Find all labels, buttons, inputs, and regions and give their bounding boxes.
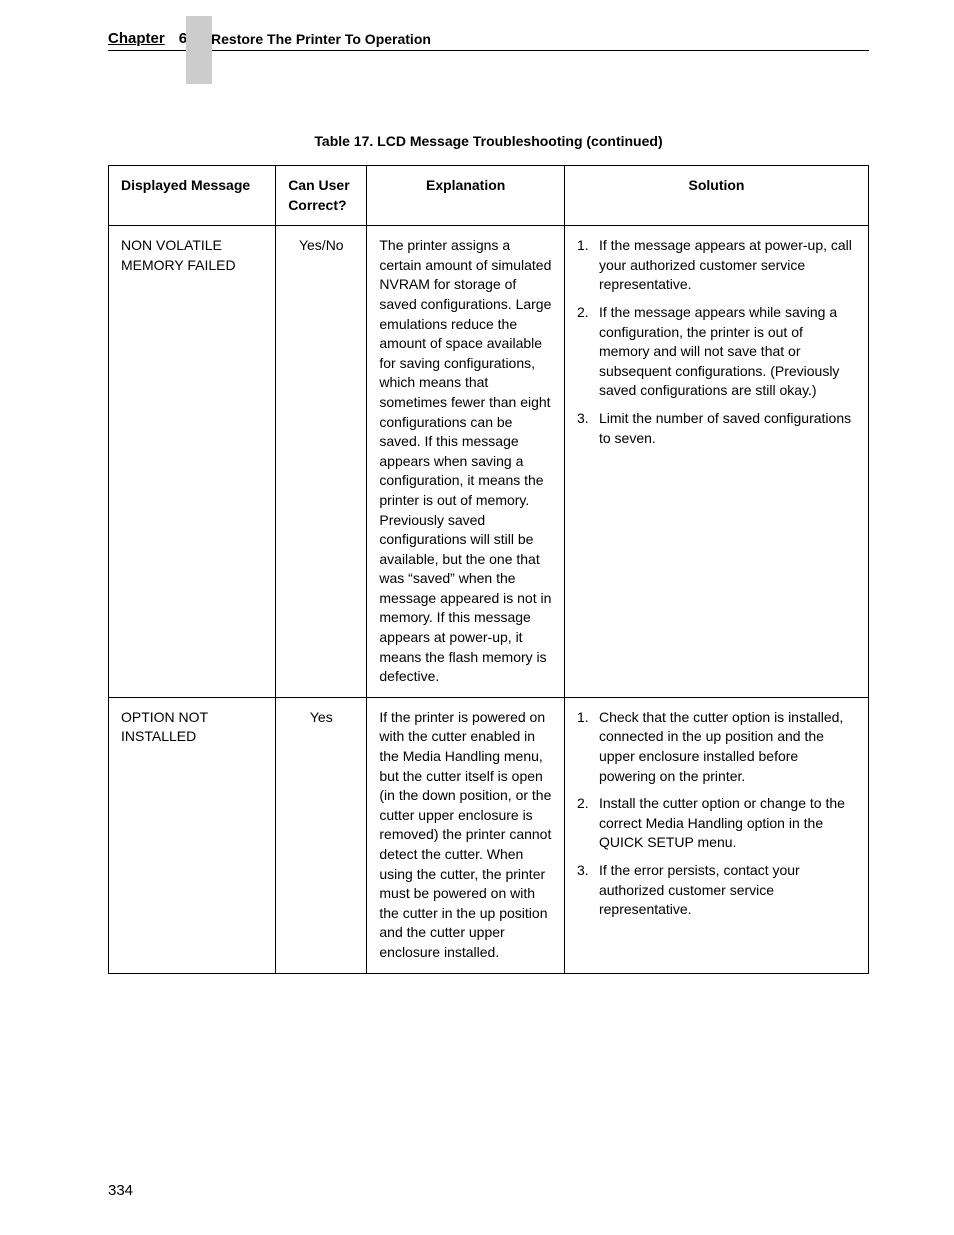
- chapter-label: Chapter: [108, 30, 165, 47]
- solution-text: If the error persists, contact your auth…: [599, 861, 856, 920]
- cell-correct: Yes/No: [276, 226, 367, 698]
- solution-text: Check that the cutter option is installe…: [599, 708, 856, 786]
- solution-text: If the message appears while saving a co…: [599, 303, 856, 401]
- solution-num: 2.: [577, 303, 599, 401]
- col-solution: Solution: [564, 166, 868, 226]
- page-number: 334: [108, 1182, 133, 1199]
- cell-explanation: If the printer is powered on with the cu…: [367, 697, 565, 973]
- page-header: Chapter 6 Restore The Printer To Operati…: [108, 30, 869, 51]
- solution-text: Install the cutter option or change to t…: [599, 794, 856, 853]
- solution-text: Limit the number of saved configurations…: [599, 409, 856, 448]
- chapter-title: Restore The Printer To Operation: [211, 31, 431, 47]
- solution-item: 2. Install the cutter option or change t…: [577, 794, 856, 853]
- page-edge-tab: [186, 16, 212, 84]
- table-caption: Table 17. LCD Message Troubleshooting (c…: [108, 133, 869, 149]
- solution-num: 1.: [577, 236, 599, 295]
- cell-explanation: The printer assigns a certain amount of …: [367, 226, 565, 698]
- cell-message: OPTION NOT INSTALLED: [109, 697, 276, 973]
- col-displayed-message: Displayed Message: [109, 166, 276, 226]
- solution-item: 2. If the message appears while saving a…: [577, 303, 856, 401]
- solution-item: 1. Check that the cutter option is insta…: [577, 708, 856, 786]
- solution-num: 3.: [577, 861, 599, 920]
- col-can-correct: Can User Correct?: [276, 166, 367, 226]
- solution-num: 2.: [577, 794, 599, 853]
- cell-correct: Yes: [276, 697, 367, 973]
- troubleshooting-table: Displayed Message Can User Correct? Expl…: [108, 165, 869, 974]
- solution-text: If the message appears at power-up, call…: [599, 236, 856, 295]
- table-row: OPTION NOT INSTALLED Yes If the printer …: [109, 697, 869, 973]
- solution-item: 3. If the error persists, contact your a…: [577, 861, 856, 920]
- cell-solution: 1. If the message appears at power-up, c…: [564, 226, 868, 698]
- solution-item: 3. Limit the number of saved configurati…: [577, 409, 856, 448]
- cell-solution: 1. Check that the cutter option is insta…: [564, 697, 868, 973]
- solution-num: 1.: [577, 708, 599, 786]
- solution-item: 1. If the message appears at power-up, c…: [577, 236, 856, 295]
- col-explanation: Explanation: [367, 166, 565, 226]
- cell-message: NON VOLATILE MEMORY FAILED: [109, 226, 276, 698]
- solution-num: 3.: [577, 409, 599, 448]
- table-row: NON VOLATILE MEMORY FAILED Yes/No The pr…: [109, 226, 869, 698]
